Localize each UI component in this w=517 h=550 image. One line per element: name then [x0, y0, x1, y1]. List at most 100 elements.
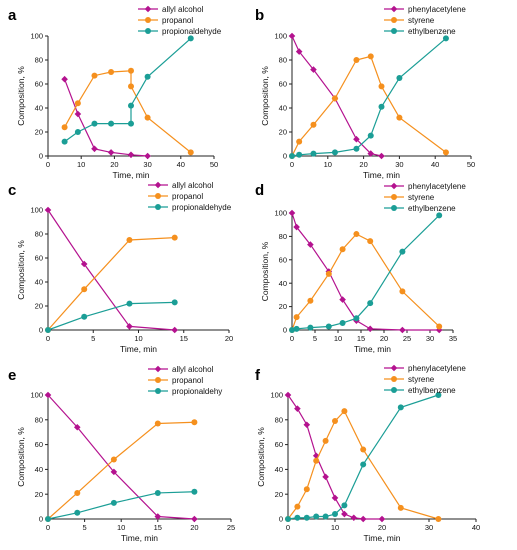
- panel-letter: a: [8, 7, 17, 24]
- data-point: [128, 83, 134, 90]
- y-tick-label: 20: [279, 302, 287, 311]
- legend-marker: [391, 28, 397, 34]
- data-point: [74, 100, 81, 107]
- data-point: [332, 418, 338, 425]
- legend-label: allyl alcohol: [172, 181, 214, 190]
- series-phenylacetylene: [288, 209, 443, 334]
- panel-b: b 0 10 20 30 40 50 0 20 40 60 80 100 Time, min Composi…: [255, 5, 475, 180]
- legend-marker: [145, 28, 151, 34]
- y-axis-label: Composition, %: [16, 240, 26, 300]
- legend-label: phenylacetylene: [408, 5, 466, 14]
- data-point: [293, 314, 300, 321]
- x-tick-label: 15: [357, 334, 365, 343]
- legend-label: allyl alcohol: [172, 365, 214, 374]
- x-tick-label: 25: [227, 523, 235, 532]
- data-point: [310, 150, 317, 157]
- legend-marker: [144, 5, 152, 13]
- data-point: [367, 132, 374, 139]
- x-tick-label: 30: [143, 160, 151, 169]
- data-point: [144, 152, 151, 160]
- legend-label: propanol: [162, 16, 193, 25]
- data-point: [294, 405, 301, 412]
- data-point: [367, 300, 374, 307]
- legend: allyl alcohol propanol propionaldehy: [148, 365, 222, 396]
- x-tick-label: 20: [378, 523, 386, 532]
- series-allyl-alcohol: [44, 206, 178, 334]
- legend-label: phenylacetylene: [408, 364, 466, 373]
- legend-marker: [390, 5, 398, 13]
- data-point: [397, 404, 404, 411]
- data-point: [154, 513, 162, 520]
- legend-label: phenylacetylene: [408, 182, 466, 191]
- x-axis-label: Time, min: [364, 533, 401, 543]
- data-point: [81, 286, 88, 293]
- y-tick-label: 60: [35, 80, 43, 89]
- data-point: [44, 391, 52, 399]
- y-tick-label: 20: [35, 490, 43, 499]
- data-point: [307, 241, 314, 248]
- data-point: [366, 325, 374, 333]
- legend-marker: [155, 388, 161, 394]
- data-point: [296, 138, 303, 145]
- series-line: [47, 209, 175, 331]
- data-point: [436, 323, 443, 330]
- data-point: [80, 260, 88, 268]
- data-point: [107, 149, 115, 156]
- panel-d: d 0 5 10 15 20 25 30 35 0 20 40 60 80 100 Time, min Comp…: [255, 182, 466, 354]
- data-point: [331, 95, 338, 102]
- y-tick-label: 0: [39, 326, 43, 335]
- legend-label: ethylbenzene: [408, 27, 456, 36]
- y-tick-label: 40: [275, 465, 283, 474]
- x-tick-label: 5: [313, 334, 317, 343]
- data-point: [91, 72, 98, 79]
- panel-letter: b: [255, 7, 264, 24]
- data-point: [442, 35, 449, 42]
- data-point: [325, 270, 332, 277]
- legend: allyl alcohol propanol propionaldehyde: [138, 5, 222, 36]
- series-line: [47, 394, 195, 520]
- legend-label: ethylbenzene: [408, 386, 456, 395]
- data-point: [74, 509, 81, 516]
- panel-e: e 0 5 10 15 20 25 0 20 40 60 80 100 Time, min Composit…: [8, 365, 235, 543]
- data-point: [61, 138, 68, 145]
- data-point: [187, 35, 194, 42]
- data-point: [435, 516, 442, 522]
- data-point: [191, 515, 198, 523]
- data-point: [284, 391, 292, 399]
- data-point: [108, 69, 115, 75]
- series-ethylbenzene: [285, 392, 442, 522]
- data-point: [378, 83, 385, 90]
- legend: phenylacetylene styrene ethylbenzene: [384, 182, 466, 213]
- data-point: [331, 149, 338, 156]
- series-ethylbenzene: [289, 35, 449, 159]
- legend-label: propanol: [172, 376, 203, 385]
- x-tick-label: 50: [210, 160, 218, 169]
- series-propionaldehy: [45, 488, 198, 522]
- x-tick-label: 20: [110, 160, 118, 169]
- data-point: [397, 504, 404, 511]
- y-tick-label: 40: [279, 279, 287, 288]
- data-point: [127, 151, 135, 159]
- series-propionaldehyde: [61, 35, 194, 145]
- x-tick-label: 10: [77, 160, 85, 169]
- data-point: [307, 324, 314, 331]
- x-tick-label: 40: [472, 523, 480, 532]
- y-axis-label: Composition, %: [256, 427, 266, 487]
- data-point: [435, 392, 442, 398]
- data-point: [171, 326, 178, 334]
- x-axis-label: Time, min: [113, 170, 150, 180]
- y-tick-label: 60: [35, 254, 43, 263]
- data-point: [293, 325, 300, 332]
- series-line: [64, 70, 192, 153]
- series-line: [291, 214, 440, 331]
- data-point: [359, 515, 367, 523]
- data-point: [350, 514, 358, 522]
- data-point: [128, 120, 134, 127]
- data-point: [154, 489, 161, 496]
- legend-marker: [391, 194, 397, 200]
- data-point: [289, 327, 295, 333]
- y-tick-label: 60: [279, 255, 287, 264]
- y-tick-label: 20: [35, 128, 43, 137]
- x-axis-label: Time, min: [121, 533, 158, 543]
- legend-label: ethylbenzene: [408, 204, 456, 213]
